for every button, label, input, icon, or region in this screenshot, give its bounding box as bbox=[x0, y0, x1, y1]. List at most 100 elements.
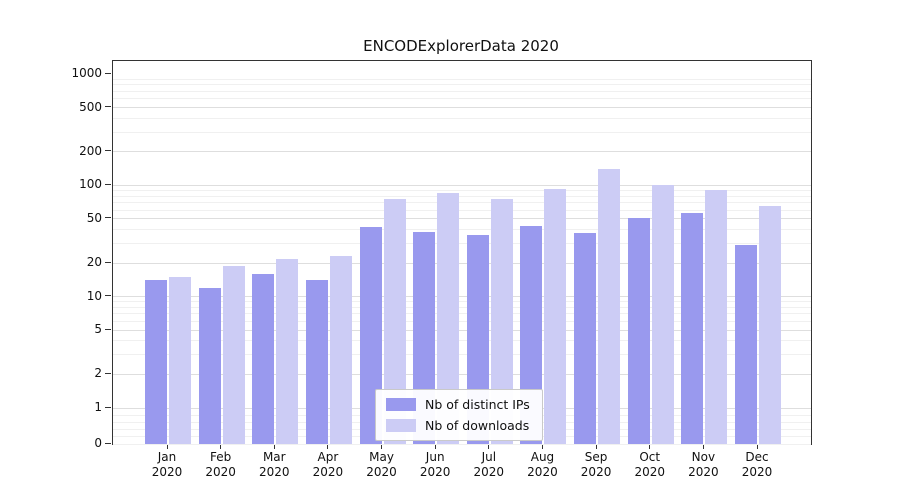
x-tick-month: Mar bbox=[262, 450, 286, 464]
x-tick-mark bbox=[273, 444, 275, 449]
bar-downloads-jan bbox=[169, 277, 191, 444]
y-tick-label: 100 bbox=[79, 177, 102, 192]
x-tick-mark bbox=[541, 444, 543, 449]
x-tick-month: Feb bbox=[210, 450, 232, 464]
y-tick-label: 1000 bbox=[71, 66, 102, 81]
x-tick-month: Aug bbox=[530, 450, 555, 464]
chart-title: ENCODExplorerData 2020 bbox=[363, 37, 559, 55]
x-tick-mark bbox=[166, 444, 168, 449]
x-tick-month: Oct bbox=[639, 450, 661, 464]
x-tick-label: Oct 2020 bbox=[618, 450, 682, 480]
x-tick-label: Mar 2020 bbox=[242, 450, 306, 480]
gridline-minor bbox=[113, 98, 811, 100]
gridline-minor bbox=[113, 354, 811, 356]
x-tick-year: 2020 bbox=[688, 465, 719, 479]
bar-distinct-ips-jan bbox=[145, 280, 167, 444]
bar-distinct-ips-oct bbox=[627, 217, 650, 444]
y-tick-mark bbox=[105, 328, 111, 330]
gridline-minor bbox=[113, 131, 811, 133]
gridline-minor bbox=[113, 320, 811, 322]
gridline-major bbox=[113, 151, 811, 153]
x-tick-mark bbox=[434, 444, 436, 449]
y-tick-label: 5 bbox=[94, 322, 102, 337]
x-tick-month: Jan bbox=[157, 450, 177, 464]
bar-distinct-ips-dec bbox=[735, 245, 757, 444]
x-tick-label: Dec 2020 bbox=[725, 450, 789, 480]
bar-downloads-apr bbox=[329, 256, 352, 444]
gridline-major bbox=[113, 184, 811, 186]
y-tick-mark bbox=[105, 442, 111, 444]
legend-swatch-downloads bbox=[386, 419, 416, 432]
x-tick-month: Jul bbox=[481, 450, 497, 464]
bar-distinct-ips-apr bbox=[305, 280, 328, 444]
x-tick-mark bbox=[595, 444, 597, 449]
y-tick-mark bbox=[105, 406, 111, 408]
bar-downloads-aug bbox=[544, 189, 567, 444]
gridline-major bbox=[113, 262, 811, 264]
gridline-minor bbox=[113, 340, 811, 342]
bar-distinct-ips-sep bbox=[574, 233, 597, 444]
gridline-minor bbox=[113, 301, 811, 303]
x-tick-mark bbox=[702, 444, 704, 449]
x-tick-year: 2020 bbox=[258, 465, 290, 479]
legend: Nb of distinct IPs Nb of downloads bbox=[375, 389, 543, 441]
bar-downloads-jul bbox=[490, 199, 513, 444]
y-tick-label: 200 bbox=[79, 143, 102, 158]
y-tick-mark bbox=[105, 295, 111, 297]
x-tick-year: 2020 bbox=[741, 465, 773, 479]
x-tick-mark bbox=[488, 444, 490, 449]
gridline-minor bbox=[113, 90, 811, 92]
gridline-major bbox=[113, 373, 811, 375]
x-tick-month: Apr bbox=[317, 450, 339, 464]
x-tick-mark bbox=[381, 444, 383, 449]
legend-swatch-distinct-ips bbox=[386, 398, 416, 411]
x-tick-year: 2020 bbox=[580, 465, 612, 479]
x-tick-label: Nov 2020 bbox=[671, 450, 735, 480]
x-tick-month: May bbox=[369, 450, 394, 464]
x-tick-mark bbox=[756, 444, 758, 449]
x-tick-year: 2020 bbox=[419, 465, 451, 479]
gridline-minor bbox=[113, 306, 811, 308]
plot-area: Nb of distinct IPs Nb of downloads bbox=[112, 60, 812, 445]
y-tick-mark bbox=[105, 106, 111, 108]
y-tick-label: 1 bbox=[94, 400, 102, 414]
gridline-minor bbox=[113, 313, 811, 315]
x-tick-mark bbox=[649, 444, 651, 449]
x-tick-month: Jun bbox=[425, 450, 445, 464]
gridline-minor bbox=[113, 84, 811, 86]
bar-downloads-mar bbox=[276, 258, 299, 444]
bar-downloads-nov bbox=[705, 190, 728, 444]
y-tick-label: 0 bbox=[94, 436, 102, 450]
x-tick-year: 2020 bbox=[366, 465, 397, 479]
x-tick-mark bbox=[327, 444, 329, 449]
bar-distinct-ips-nov bbox=[681, 213, 704, 444]
gridline-minor bbox=[113, 189, 811, 191]
gridline-major bbox=[113, 296, 811, 298]
x-tick-month: Nov bbox=[691, 450, 716, 464]
y-tick-mark bbox=[105, 217, 111, 219]
legend-label-downloads: Nb of downloads bbox=[425, 418, 530, 433]
bar-downloads-may bbox=[383, 199, 406, 444]
gridline-minor bbox=[113, 443, 811, 445]
bar-downloads-dec bbox=[759, 206, 781, 444]
bar-distinct-ips-mar bbox=[252, 273, 275, 444]
x-tick-year: 2020 bbox=[205, 465, 236, 479]
gridline-minor bbox=[113, 202, 811, 204]
x-tick-mark bbox=[220, 444, 222, 449]
y-tick-label: 20 bbox=[86, 255, 102, 270]
x-tick-label: Jun 2020 bbox=[403, 450, 467, 480]
bar-downloads-feb bbox=[222, 265, 245, 444]
x-tick-year: 2020 bbox=[312, 465, 344, 479]
gridline-major bbox=[113, 218, 811, 220]
gridline-minor bbox=[113, 78, 811, 80]
y-tick-mark bbox=[105, 372, 111, 374]
bar-downloads-jun bbox=[437, 193, 460, 444]
x-tick-label: Jul 2020 bbox=[457, 450, 521, 480]
y-tick-mark bbox=[105, 72, 111, 74]
bar-downloads-sep bbox=[598, 169, 621, 444]
gridline-minor bbox=[113, 229, 811, 231]
x-tick-month: Dec bbox=[745, 450, 769, 464]
x-tick-month: Sep bbox=[584, 450, 608, 464]
y-tick-label: 10 bbox=[86, 288, 102, 303]
gridline-major bbox=[113, 329, 811, 331]
